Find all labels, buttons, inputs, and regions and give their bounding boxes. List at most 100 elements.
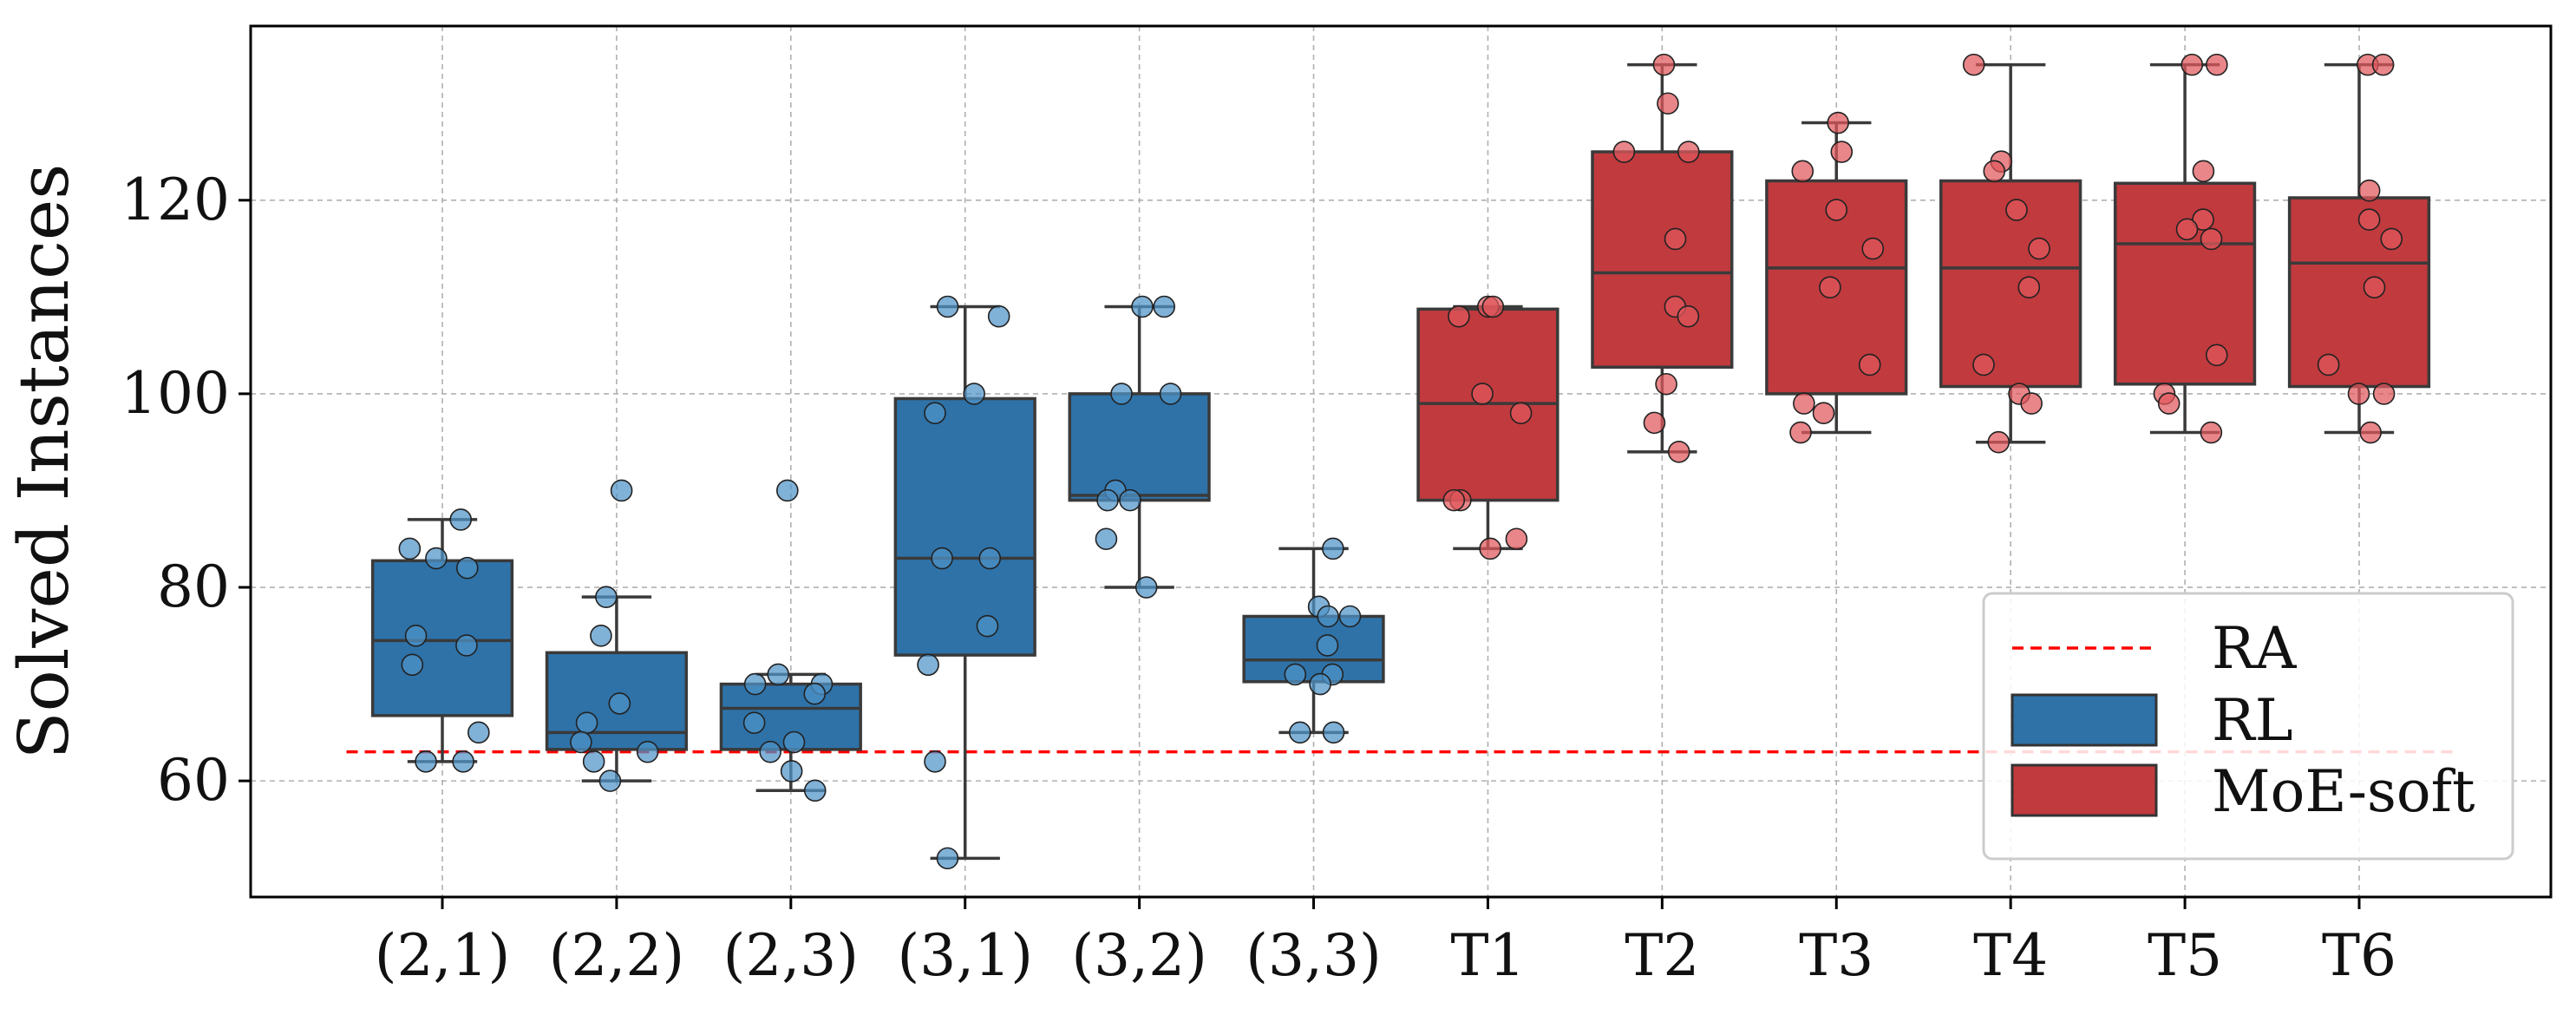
data-point <box>2371 53 2395 76</box>
data-point <box>1284 663 1307 686</box>
data-point <box>1322 537 1344 560</box>
data-point <box>2028 237 2050 260</box>
data-point <box>2200 421 2223 444</box>
data-point <box>1962 53 1985 76</box>
data-point <box>1153 295 1176 318</box>
box-body <box>1068 392 1211 502</box>
data-point <box>1509 402 1533 425</box>
data-point <box>1322 721 1345 744</box>
data-point <box>2359 421 2382 444</box>
data-point <box>924 750 946 773</box>
data-point <box>1791 160 1814 183</box>
box-rl-(2,1) <box>370 518 514 763</box>
data-point <box>742 711 766 735</box>
data-point <box>467 721 490 744</box>
box-body <box>2113 181 2257 386</box>
data-point <box>936 847 959 870</box>
data-point <box>2206 53 2228 76</box>
data-point <box>1812 402 1835 425</box>
box-moe-soft-T1 <box>1416 304 1559 551</box>
data-point <box>404 624 428 647</box>
data-point <box>1159 383 1182 405</box>
data-point <box>636 740 659 763</box>
x-tick-label: (2,1) <box>375 922 510 989</box>
box-body <box>893 396 1036 657</box>
data-point <box>2347 383 2370 405</box>
data-point <box>1119 488 1141 512</box>
data-point <box>610 479 633 502</box>
data-point <box>1789 421 1812 444</box>
box-moe-soft-T5 <box>2113 62 2257 435</box>
data-point <box>570 730 592 754</box>
x-tick-label: T6 <box>2322 922 2396 989</box>
box-moe-soft-T4 <box>1939 62 2082 444</box>
box-rl-(3,1) <box>893 304 1036 861</box>
data-point <box>743 672 767 696</box>
data-point <box>924 402 946 425</box>
data-point <box>452 750 474 773</box>
data-point <box>582 750 605 773</box>
data-point <box>1110 383 1133 405</box>
data-point <box>936 295 959 318</box>
data-point <box>1827 111 1849 134</box>
y-axis-ticks: 60 80 100 120 <box>121 167 251 814</box>
x-tick-label: T2 <box>1625 922 1699 989</box>
data-point <box>2192 160 2215 183</box>
x-tick-label: (2,2) <box>549 922 684 989</box>
data-point <box>1667 441 1690 463</box>
data-point <box>2005 199 2028 221</box>
data-point <box>2380 227 2403 251</box>
data-point <box>1317 605 1339 628</box>
data-point <box>1448 304 1470 328</box>
data-point <box>1471 383 1494 405</box>
data-point <box>1677 304 1700 328</box>
data-point <box>449 508 473 531</box>
data-point <box>575 711 598 735</box>
data-point <box>1505 527 1528 551</box>
box-moe-soft-T6 <box>2287 62 2431 435</box>
data-point <box>598 769 622 792</box>
y-axis-title: Solved Instances <box>3 164 84 759</box>
data-point <box>1643 411 1666 435</box>
data-point <box>987 304 1010 328</box>
box-body <box>1591 150 1734 369</box>
data-point <box>1309 672 1331 696</box>
data-point <box>2372 383 2396 405</box>
data-point <box>1793 392 1815 415</box>
data-point <box>776 479 799 502</box>
data-point <box>1096 488 1119 512</box>
box-rl-(3,2) <box>1068 304 1211 589</box>
x-tick-label: T1 <box>1450 922 1525 989</box>
data-point <box>2363 276 2386 299</box>
data-point <box>1830 141 1854 163</box>
box-moe-soft-T3 <box>1765 121 1908 435</box>
boxes-layer <box>370 62 2431 861</box>
data-point <box>1652 53 1676 76</box>
legend-rl-swatch <box>2010 693 2158 747</box>
x-tick-label: T5 <box>2148 922 2222 989</box>
data-point <box>1479 537 1501 560</box>
data-point <box>2175 218 2199 241</box>
data-point <box>1316 634 1339 657</box>
x-tick-label: (2,3) <box>723 922 859 989</box>
data-point <box>2200 227 2223 251</box>
data-point <box>2357 179 2381 202</box>
y-tick-label: 80 <box>157 553 230 620</box>
data-point <box>976 614 999 638</box>
box-rl-(3,3) <box>1242 547 1385 735</box>
data-point <box>1987 430 2010 454</box>
y-tick-label: 100 <box>121 360 230 427</box>
data-point <box>455 634 478 657</box>
legend-rl-label: RL <box>2212 687 2293 754</box>
data-point <box>780 760 803 783</box>
data-point <box>2357 208 2381 231</box>
legend-moe-soft-label: MoE-soft <box>2212 758 2475 825</box>
data-point <box>595 586 618 608</box>
box-body <box>370 559 514 717</box>
data-point <box>2192 208 2214 231</box>
legend-moe-soft-swatch <box>2010 763 2158 817</box>
box-moe-soft-T2 <box>1591 62 1734 454</box>
x-tick-label: T3 <box>1799 922 1873 989</box>
data-point <box>1825 199 1848 221</box>
